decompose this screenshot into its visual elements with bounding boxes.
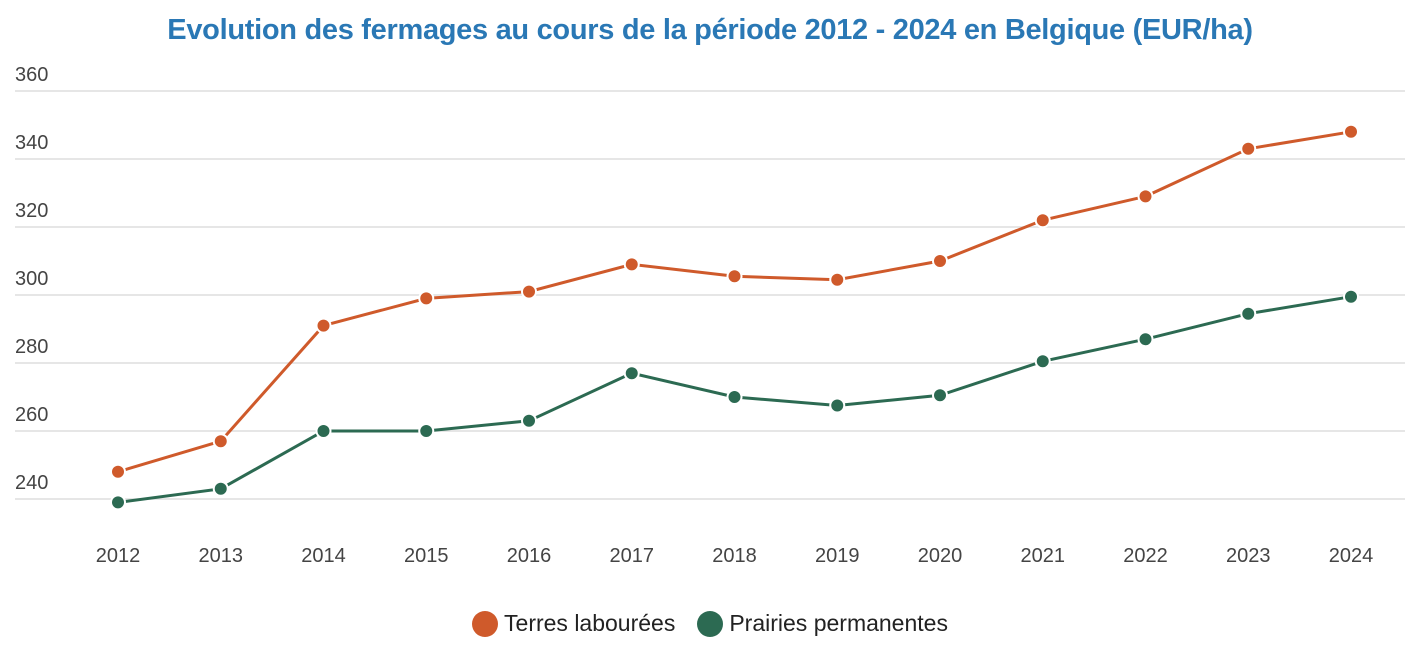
data-point[interactable] [1240, 140, 1257, 157]
data-point[interactable] [932, 387, 948, 404]
x-tick-label: 2014 [301, 545, 346, 567]
data-point[interactable] [418, 423, 435, 439]
legend: Terres labourées Prairies permanentes [0, 610, 1420, 637]
legend-label: Prairies permanentes [729, 610, 948, 636]
x-tick-label: 2022 [1123, 545, 1168, 567]
data-point[interactable] [623, 365, 640, 382]
data-point[interactable] [829, 271, 846, 288]
data-point[interactable] [521, 412, 537, 429]
data-point[interactable] [1240, 305, 1257, 322]
y-tick-label: 260 [15, 404, 48, 426]
x-tick-label: 2021 [1021, 545, 1066, 567]
x-tick-label: 2023 [1226, 545, 1271, 567]
x-tick-label: 2020 [918, 545, 963, 567]
y-tick-label: 340 [15, 132, 48, 154]
data-point[interactable] [1034, 353, 1051, 370]
legend-item-prairies[interactable]: Prairies permanentes [697, 610, 948, 637]
x-tick-label: 2012 [96, 545, 141, 567]
series-line-0 [117, 130, 1352, 474]
x-tick-label: 2013 [199, 545, 244, 567]
y-tick-label: 360 [15, 64, 48, 86]
x-tick-label: 2019 [815, 545, 860, 567]
y-tick-label: 320 [15, 200, 48, 222]
x-tick-label: 2018 [712, 545, 757, 567]
legend-label: Terres labourées [504, 610, 676, 636]
x-tick-label: 2024 [1329, 545, 1374, 567]
data-point[interactable] [1137, 331, 1154, 348]
x-tick-label: 2015 [404, 545, 449, 567]
data-point[interactable] [726, 389, 743, 405]
data-point[interactable] [623, 256, 640, 273]
data-point[interactable] [212, 480, 229, 497]
data-point[interactable] [110, 494, 126, 511]
data-point[interactable] [1343, 288, 1359, 305]
y-tick-label: 240 [15, 472, 48, 494]
data-point[interactable] [829, 397, 846, 414]
data-point[interactable] [1343, 123, 1359, 140]
data-point[interactable] [110, 463, 126, 480]
x-tick-label: 2016 [507, 545, 552, 567]
data-point[interactable] [726, 268, 743, 285]
chart-title: Evolution des fermages au cours de la pé… [167, 14, 1253, 46]
legend-marker-terres [472, 610, 499, 637]
legend-item-terres[interactable]: Terres labourées [472, 610, 675, 637]
data-point[interactable] [1137, 188, 1154, 205]
x-tick-label: 2017 [610, 545, 655, 567]
data-point[interactable] [1034, 212, 1051, 229]
y-tick-label: 300 [15, 268, 48, 290]
data-point[interactable] [521, 283, 537, 300]
data-point[interactable] [212, 433, 229, 450]
data-point[interactable] [315, 423, 332, 439]
y-tick-label: 280 [15, 336, 48, 358]
data-point[interactable] [932, 253, 948, 269]
legend-marker-prairies [697, 610, 724, 637]
data-point[interactable] [418, 290, 435, 307]
data-point[interactable] [315, 317, 332, 334]
